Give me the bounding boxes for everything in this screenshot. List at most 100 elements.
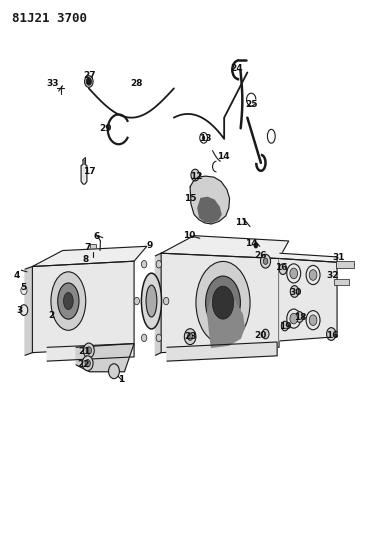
Polygon shape: [32, 261, 134, 353]
Ellipse shape: [206, 276, 241, 329]
Text: 2: 2: [48, 311, 54, 320]
Text: 1: 1: [118, 375, 125, 384]
Circle shape: [281, 321, 288, 331]
Text: 10: 10: [183, 231, 196, 240]
Text: 19: 19: [279, 321, 292, 330]
Polygon shape: [155, 253, 161, 356]
Circle shape: [85, 360, 90, 367]
Circle shape: [279, 264, 287, 274]
Polygon shape: [208, 294, 244, 348]
Bar: [24, 288, 32, 293]
Circle shape: [82, 356, 93, 370]
Circle shape: [262, 329, 269, 339]
Circle shape: [141, 334, 147, 342]
Polygon shape: [81, 160, 87, 184]
Polygon shape: [198, 197, 221, 222]
Text: 17: 17: [83, 167, 96, 176]
Bar: [334, 279, 350, 285]
Text: 21: 21: [79, 347, 91, 356]
Circle shape: [20, 305, 28, 316]
Ellipse shape: [51, 272, 86, 330]
Polygon shape: [161, 236, 289, 259]
Text: 31: 31: [333, 253, 345, 262]
Text: 3: 3: [16, 305, 23, 314]
Ellipse shape: [212, 286, 234, 319]
Text: 26: 26: [254, 252, 267, 260]
Circle shape: [191, 169, 199, 181]
Bar: [34, 310, 55, 316]
Polygon shape: [32, 246, 147, 266]
Circle shape: [309, 315, 317, 326]
Circle shape: [21, 286, 27, 295]
Polygon shape: [167, 342, 277, 361]
Polygon shape: [190, 176, 230, 224]
Circle shape: [287, 309, 301, 328]
Text: 13: 13: [199, 134, 212, 143]
Text: 81J21 3700: 81J21 3700: [12, 12, 87, 26]
Polygon shape: [76, 344, 134, 372]
Text: 23: 23: [185, 332, 197, 341]
Text: 27: 27: [83, 70, 96, 79]
Text: 8: 8: [83, 255, 89, 264]
Text: 16: 16: [275, 263, 287, 272]
Text: 7: 7: [85, 244, 91, 253]
Text: 12: 12: [190, 172, 202, 181]
Text: 5: 5: [20, 283, 26, 292]
Circle shape: [290, 313, 298, 324]
Ellipse shape: [141, 273, 161, 329]
Circle shape: [86, 78, 92, 85]
Polygon shape: [47, 344, 134, 361]
Circle shape: [309, 270, 317, 280]
Text: 28: 28: [130, 78, 142, 87]
Text: 18: 18: [294, 312, 307, 321]
Text: 11: 11: [235, 218, 248, 227]
Bar: [90, 259, 97, 264]
Circle shape: [156, 334, 161, 342]
Ellipse shape: [196, 262, 250, 344]
Bar: [90, 244, 96, 252]
Text: 9: 9: [146, 241, 153, 250]
Circle shape: [306, 265, 320, 285]
Text: 14: 14: [245, 239, 258, 248]
Text: 30: 30: [289, 287, 301, 296]
Ellipse shape: [58, 283, 79, 319]
Circle shape: [202, 136, 205, 140]
Text: 24: 24: [230, 64, 243, 73]
Polygon shape: [161, 253, 279, 353]
Text: 20: 20: [254, 331, 267, 340]
Text: 15: 15: [184, 194, 196, 203]
Circle shape: [141, 261, 147, 268]
Ellipse shape: [64, 293, 73, 310]
Circle shape: [260, 254, 270, 268]
Bar: [336, 261, 354, 268]
Circle shape: [290, 268, 298, 279]
Circle shape: [263, 258, 268, 264]
Circle shape: [163, 297, 169, 305]
Circle shape: [86, 347, 92, 354]
Circle shape: [83, 343, 94, 358]
Text: 22: 22: [78, 360, 90, 369]
Ellipse shape: [146, 285, 157, 317]
Ellipse shape: [85, 76, 93, 87]
Circle shape: [134, 297, 140, 305]
Polygon shape: [280, 259, 337, 341]
Circle shape: [184, 329, 196, 345]
Circle shape: [187, 333, 193, 341]
Text: 33: 33: [47, 78, 59, 87]
Text: 4: 4: [14, 271, 20, 280]
Polygon shape: [280, 253, 337, 262]
Circle shape: [253, 242, 258, 248]
Text: 14: 14: [217, 152, 230, 161]
Circle shape: [296, 312, 303, 322]
Circle shape: [287, 264, 301, 283]
Text: 16: 16: [326, 331, 339, 340]
Circle shape: [156, 261, 161, 268]
Text: 25: 25: [246, 100, 258, 109]
Polygon shape: [25, 266, 32, 356]
Circle shape: [306, 311, 320, 330]
Circle shape: [109, 364, 120, 378]
Text: 29: 29: [99, 124, 111, 133]
Circle shape: [327, 328, 336, 341]
Text: 32: 32: [326, 271, 339, 280]
Circle shape: [290, 286, 299, 297]
